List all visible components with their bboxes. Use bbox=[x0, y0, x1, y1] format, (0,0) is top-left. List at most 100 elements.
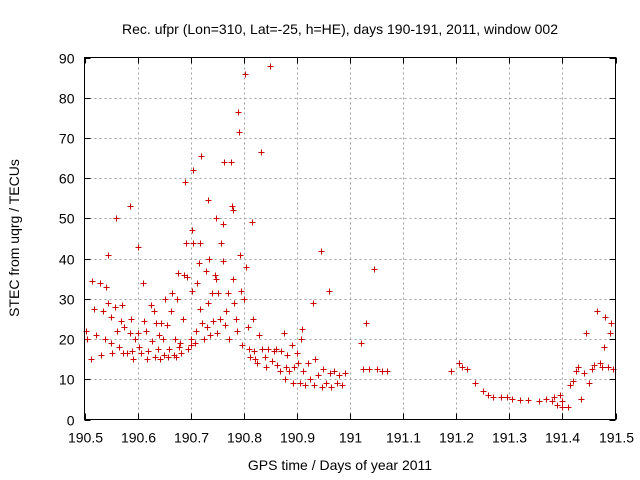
data-point bbox=[242, 71, 249, 78]
data-point bbox=[98, 352, 105, 359]
data-point bbox=[575, 364, 582, 371]
data-point bbox=[127, 203, 134, 210]
data-point bbox=[315, 372, 322, 379]
data-point bbox=[127, 330, 134, 337]
data-point bbox=[258, 149, 265, 156]
data-point bbox=[168, 308, 175, 315]
data-point bbox=[570, 378, 577, 385]
data-point bbox=[291, 364, 298, 371]
data-point bbox=[295, 360, 302, 367]
data-point bbox=[289, 342, 296, 349]
x-tick-label: 190.7 bbox=[174, 430, 209, 446]
data-point bbox=[161, 352, 168, 359]
data-point bbox=[203, 268, 210, 275]
data-point bbox=[326, 288, 333, 295]
data-point bbox=[201, 336, 208, 343]
data-point bbox=[366, 366, 373, 373]
data-point bbox=[298, 336, 305, 343]
data-point bbox=[188, 342, 195, 349]
data-point bbox=[189, 288, 196, 295]
data-point bbox=[331, 368, 338, 375]
data-point bbox=[256, 332, 263, 339]
data-point bbox=[196, 260, 203, 267]
data-point bbox=[149, 338, 156, 345]
data-point bbox=[339, 382, 346, 389]
grid bbox=[84, 57, 616, 420]
data-point bbox=[119, 302, 126, 309]
x-tick-label: 190.8 bbox=[227, 430, 262, 446]
data-point bbox=[559, 398, 566, 405]
data-point bbox=[178, 350, 185, 357]
data-point bbox=[156, 332, 163, 339]
x-tick-label: 191 bbox=[339, 430, 363, 446]
data-point bbox=[284, 352, 291, 359]
data-point bbox=[282, 376, 289, 383]
data-point bbox=[213, 215, 220, 222]
data-point bbox=[239, 342, 246, 349]
data-point bbox=[221, 159, 228, 166]
data-point bbox=[517, 397, 524, 404]
data-point bbox=[97, 280, 104, 287]
data-point bbox=[294, 350, 301, 357]
data-point bbox=[114, 328, 121, 335]
data-point bbox=[283, 364, 290, 371]
data-point bbox=[124, 350, 131, 357]
data-point bbox=[597, 360, 604, 367]
data-point bbox=[157, 356, 164, 363]
data-point bbox=[235, 109, 242, 116]
data-point bbox=[281, 330, 288, 337]
data-point bbox=[360, 366, 367, 373]
data-point bbox=[184, 274, 191, 281]
data-point bbox=[121, 324, 128, 331]
data-point bbox=[172, 336, 179, 343]
y-tick-label: 80 bbox=[59, 91, 75, 107]
data-point bbox=[105, 252, 112, 259]
data-point bbox=[269, 358, 276, 365]
x-axis-label: GPS time / Days of year 2011 bbox=[248, 457, 432, 473]
data-point bbox=[262, 354, 269, 361]
data-point bbox=[155, 346, 162, 353]
data-point bbox=[371, 266, 378, 273]
data-point bbox=[310, 300, 317, 307]
data-point bbox=[230, 207, 237, 214]
data-point bbox=[559, 404, 566, 411]
data-point bbox=[490, 394, 497, 401]
data-point bbox=[551, 394, 558, 401]
data-point bbox=[249, 219, 256, 226]
data-point bbox=[128, 316, 135, 323]
data-point bbox=[237, 252, 244, 259]
data-point bbox=[197, 240, 204, 247]
data-point bbox=[277, 368, 284, 375]
data-point bbox=[135, 244, 142, 251]
data-point bbox=[189, 227, 196, 234]
data-point bbox=[129, 348, 136, 355]
y-tick-label: 40 bbox=[59, 252, 75, 268]
data-point bbox=[602, 314, 609, 321]
data-point bbox=[267, 63, 274, 70]
data-point bbox=[342, 370, 349, 377]
data-point bbox=[231, 300, 238, 307]
data-point bbox=[207, 332, 214, 339]
data-point bbox=[190, 240, 197, 247]
data-point bbox=[222, 322, 229, 329]
data-point bbox=[290, 380, 297, 387]
data-point bbox=[183, 240, 190, 247]
data-point bbox=[132, 336, 139, 343]
data-point bbox=[247, 354, 254, 361]
y-axis-label: STEC from uqrg / TECUs bbox=[6, 159, 22, 317]
data-point bbox=[323, 380, 330, 387]
data-point bbox=[302, 382, 309, 389]
data-point bbox=[144, 356, 151, 363]
data-point bbox=[578, 396, 585, 403]
data-point bbox=[480, 388, 487, 395]
data-point bbox=[205, 300, 212, 307]
data-point bbox=[305, 360, 312, 367]
data-point bbox=[220, 258, 227, 265]
data-point bbox=[89, 278, 96, 285]
data-point bbox=[509, 396, 516, 403]
x-tick-label: 191.5 bbox=[599, 430, 634, 446]
data-point bbox=[197, 306, 204, 313]
x-tick-label: 190.9 bbox=[280, 430, 315, 446]
data-point bbox=[100, 308, 107, 315]
data-point bbox=[218, 240, 225, 247]
